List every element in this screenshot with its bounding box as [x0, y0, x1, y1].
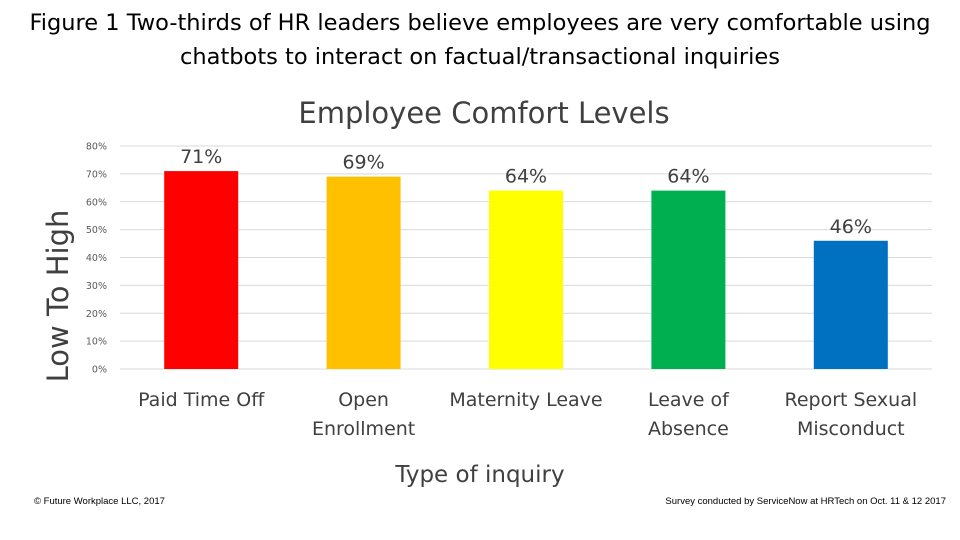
x-tick-label: Misconduct: [797, 418, 905, 440]
y-tick-label: 70%: [86, 169, 107, 180]
bar: [489, 190, 563, 369]
y-tick-label: 50%: [86, 225, 107, 236]
bar: [164, 171, 239, 369]
bar: [813, 240, 888, 369]
x-tick-label: Leave of: [648, 389, 730, 411]
x-tick-label: Report Sexual: [784, 389, 917, 411]
bar: [326, 176, 401, 369]
y-tick-label: 40%: [86, 253, 107, 264]
bar: [651, 190, 726, 369]
data-label: 69%: [342, 152, 384, 174]
y-axis-label: Low To High: [41, 210, 75, 383]
data-label: 71%: [180, 146, 222, 168]
x-tick-label: Maternity Leave: [449, 389, 602, 411]
figure-title: Figure 1 Two-thirds of HR leaders believ…: [0, 6, 960, 74]
figure-title-line-2: chatbots to interact on factual/transact…: [180, 44, 780, 70]
x-tick-label: Open: [338, 389, 389, 411]
y-tick-label: 80%: [86, 142, 107, 153]
x-axis-label: Type of inquiry: [394, 462, 564, 488]
y-tick-label: 10%: [86, 337, 107, 348]
x-tick-label: Absence: [648, 418, 729, 440]
copyright-note: © Future Workplace LLC, 2017: [34, 496, 165, 507]
y-tick-label: 0%: [92, 365, 107, 376]
y-tick-label: 60%: [86, 197, 107, 208]
chart-title: Employee Comfort Levels: [298, 96, 669, 130]
y-tick-label: 30%: [86, 281, 107, 292]
x-tick-label: Paid Time Off: [138, 389, 265, 411]
data-label: 64%: [505, 166, 547, 188]
data-label: 46%: [830, 216, 872, 238]
x-tick-label: Enrollment: [312, 418, 415, 440]
figure-title-line-1: Figure 1 Two-thirds of HR leaders believ…: [29, 10, 931, 36]
data-label: 64%: [667, 166, 709, 188]
y-tick-label: 20%: [86, 309, 107, 320]
survey-source-note: Survey conducted by ServiceNow at HRTech…: [665, 496, 946, 507]
plot-area: 0% 10% 20% 30% 40% 50% 60% 70% 80% 71% Paid Time O…: [86, 142, 932, 440]
